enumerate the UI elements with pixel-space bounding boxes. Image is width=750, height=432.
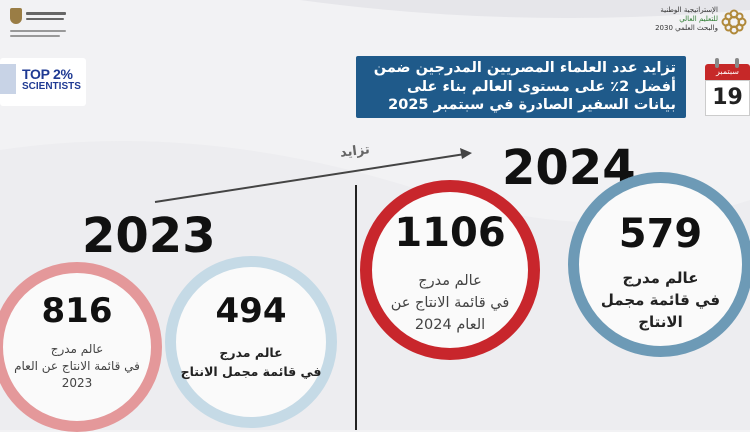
- stat-2024-production: 1106 عالم مدرج في قائمة الانتاج عن العام…: [360, 180, 540, 360]
- stat-2024-career: 579 عالم مدرج في قائمة مجمل الانتاج: [568, 172, 750, 357]
- stat-value: 579: [618, 211, 703, 257]
- stat-value: 1106: [394, 210, 506, 256]
- badge-image-strip: [0, 64, 16, 94]
- growth-arrow-icon: [154, 148, 472, 203]
- stat-2023-production: 816 عالم مدرج في قائمة الانتاج عن العام …: [0, 262, 162, 432]
- headline-text: تزايد عدد العلماء المصريين المدرجين ضمن …: [373, 60, 676, 113]
- top2-title: TOP 2%: [22, 66, 73, 82]
- calendar-icon: سبتمبر 19: [703, 58, 750, 118]
- stat-caption: عالم مدرج في قائمة مجمل الانتاج: [180, 345, 322, 379]
- year-2023-heading: 2023: [82, 208, 216, 264]
- eagle-emblem-icon: [10, 8, 22, 24]
- strategy-2030-logo: الإستراتيجية الوطنية للتعليم العالي والب…: [655, 4, 748, 44]
- stat-value: 816: [41, 291, 113, 331]
- stat-caption: عالم مدرج في قائمة مجمل الانتاج: [600, 269, 721, 331]
- stat-2023-career: 494 عالم مدرج في قائمة مجمل الانتاج: [165, 256, 337, 428]
- stat-value: 494: [215, 291, 287, 331]
- calendar-month: سبتمبر: [705, 64, 750, 80]
- stat-caption: عالم مدرج في قائمة الانتاج عن العام 2023: [14, 342, 140, 390]
- top2-scientists-badge: TOP 2% SCIENTISTS: [0, 58, 86, 106]
- stat-caption: عالم مدرج في قائمة الانتاج عن العام 2024: [390, 273, 510, 333]
- flower-emblem-icon: [721, 9, 747, 35]
- strategy-logo-text: الإستراتيجية الوطنية للتعليم العالي والب…: [655, 6, 718, 32]
- year-divider: [355, 185, 357, 430]
- ministry-logo: [6, 4, 68, 46]
- calendar-day: 19: [705, 80, 750, 116]
- headline-box: تزايد عدد العلماء المصريين المدرجين ضمن …: [356, 56, 686, 118]
- top2-subtitle: SCIENTISTS: [22, 81, 81, 92]
